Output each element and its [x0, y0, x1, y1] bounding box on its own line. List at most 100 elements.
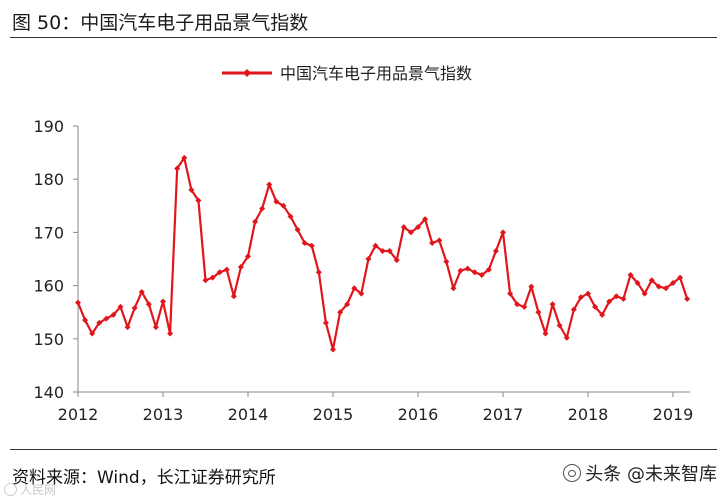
data-point [521, 303, 528, 310]
x-tick-label: 2017 [483, 405, 524, 424]
data-point [436, 237, 443, 244]
data-point [245, 253, 251, 260]
bottom-rule [10, 449, 717, 450]
x-tick-label: 2018 [568, 405, 609, 424]
x-tick-label: 2015 [313, 405, 354, 424]
data-point [301, 240, 308, 247]
watermark-left-text: 人民网 [20, 483, 57, 497]
data-point [330, 346, 336, 353]
y-tick-label: 150 [33, 330, 64, 349]
data-point [570, 306, 577, 313]
watermark-left: 人民网 [4, 481, 56, 498]
data-point [195, 197, 202, 204]
data-point [471, 269, 478, 276]
y-tick-label: 190 [33, 117, 64, 136]
legend-marker [243, 69, 251, 77]
data-point [96, 319, 103, 326]
data-point [103, 315, 110, 322]
data-point [415, 224, 421, 231]
data-point [492, 248, 499, 255]
data-point [500, 229, 506, 236]
data-point [429, 240, 436, 247]
data-point [450, 285, 457, 292]
data-point [124, 324, 131, 331]
data-point [514, 301, 521, 308]
data-point [535, 309, 542, 316]
data-point [585, 290, 591, 297]
data-point [655, 283, 662, 290]
data-point [181, 154, 188, 161]
data-point [443, 258, 450, 265]
data-point [485, 266, 492, 273]
source-note: 资料来源：Wind，长江证券研究所 [12, 468, 276, 488]
data-point [478, 271, 485, 278]
data-point [216, 269, 223, 276]
data-point [117, 303, 124, 310]
data-point [677, 274, 684, 281]
data-point [507, 290, 514, 297]
data-point [620, 295, 627, 302]
plot-area [75, 154, 691, 353]
data-point [75, 299, 81, 306]
data-point [606, 298, 613, 305]
data-point [400, 224, 407, 231]
data-point [599, 311, 606, 318]
data-point [89, 330, 96, 337]
data-point [563, 334, 570, 341]
data-point [662, 285, 669, 292]
data-point [167, 330, 174, 337]
x-tick-label: 2013 [143, 405, 184, 424]
data-point [294, 226, 301, 233]
data-point [684, 295, 691, 302]
y-tick-label: 180 [33, 170, 64, 189]
data-point [613, 293, 620, 300]
data-point [252, 218, 259, 225]
data-point [457, 267, 464, 274]
legend: 中国汽车电子用品景气指数 [222, 64, 472, 83]
data-point [273, 198, 280, 205]
line-chart: 中国汽车电子用品景气指数 140 150 160 170 180 190 2012 2013… [33, 64, 694, 424]
data-point [670, 279, 676, 286]
data-point [287, 213, 294, 220]
x-tick-label: 2016 [398, 405, 439, 424]
data-point [627, 271, 634, 278]
data-point [372, 242, 379, 249]
data-point [648, 277, 655, 284]
data-point [322, 319, 329, 326]
data-point [266, 181, 273, 188]
data-point [407, 229, 414, 236]
x-axis: 2012 2013 2014 2015 2016 2017 2018 2019 [58, 391, 694, 424]
data-point [464, 265, 471, 272]
data-point [138, 288, 145, 295]
data-point [315, 269, 322, 276]
data-point [145, 301, 152, 308]
data-point [556, 322, 563, 329]
data-point [422, 216, 429, 223]
data-point [634, 279, 641, 286]
data-point [641, 290, 648, 297]
data-point [152, 324, 159, 331]
data-point [365, 256, 372, 262]
data-point [528, 283, 535, 290]
data-point [351, 285, 358, 292]
data-point [237, 263, 244, 270]
data-point [280, 202, 287, 209]
y-axis: 140 150 160 170 180 190 [33, 117, 79, 402]
data-point [337, 309, 344, 316]
x-tick-label: 2012 [58, 405, 99, 424]
watermark-logo-icon [4, 483, 17, 496]
data-point [259, 205, 266, 212]
top-rule [10, 37, 717, 38]
x-tick-label: 2019 [653, 405, 694, 424]
y-tick-label: 170 [33, 223, 64, 242]
data-point [230, 293, 237, 300]
watermark-right-text: 头条 @未来智库 [585, 464, 717, 485]
legend-label: 中国汽车电子用品景气指数 [280, 64, 472, 83]
data-point [188, 186, 195, 193]
data-point [344, 301, 351, 308]
y-tick-label: 160 [33, 277, 64, 296]
data-point [174, 165, 181, 172]
figure-title: 图 50：中国汽车电子用品景气指数 [12, 12, 309, 34]
y-tick-label: 140 [33, 383, 64, 402]
watermark-right: 头条 @未来智库 [563, 460, 717, 486]
